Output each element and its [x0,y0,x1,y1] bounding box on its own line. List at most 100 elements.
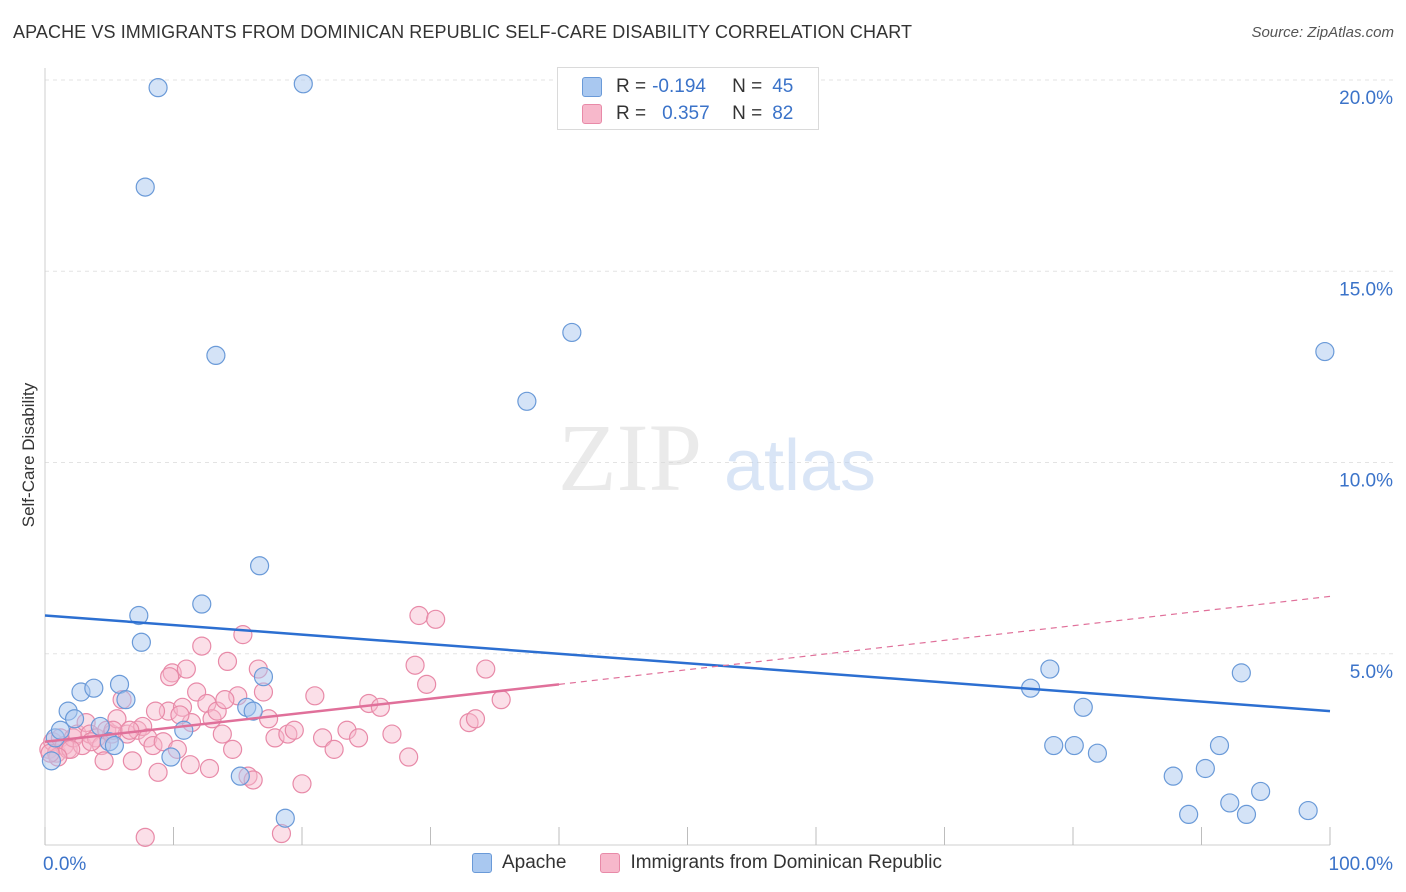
dominican-point [370,697,390,717]
series-apache-points [41,74,1335,828]
dominican-point [233,625,253,645]
x-tick-label-min: 0.0% [43,854,86,875]
n-value: 82 [772,103,794,124]
dominican-legend-swatch [600,853,621,873]
watermark: ZIP atlas [558,404,876,511]
dominican-point [324,739,344,759]
stats-legend: R = -0.194 N = 45 R = 0.357 N = 82 [557,67,819,130]
apache-point [1040,659,1060,679]
dominican-point [197,693,217,714]
apache-point [1044,735,1064,756]
dominican-point [348,728,369,748]
dominican-point [135,827,155,847]
n-label: N = [732,103,763,124]
apache-point [1087,743,1108,763]
y-tick-label: 20.0% [1339,88,1393,109]
apache-point [84,678,104,698]
apache-point [135,177,155,197]
dominican-point [417,674,437,694]
dominican-point [305,686,325,706]
dominican-point [160,667,180,687]
dominican-point [491,690,511,710]
dominican-point [476,659,496,679]
dominican-point [148,762,168,782]
apache-point [64,709,85,729]
apache-point [192,594,212,614]
dominican-point [292,774,312,794]
apache-point [562,322,582,343]
dominican-point [409,605,429,626]
stats-row-dominican: R = 0.357 N = 82 [582,101,793,127]
dominican-point [217,651,238,672]
apache-point [161,747,181,767]
apache-legend-swatch [472,853,492,873]
apache-point [293,74,313,94]
dominican-point [180,755,200,775]
dominican-point [284,720,304,740]
apache-point [1251,781,1271,802]
legend-label-dominican: Immigrants from Dominican Republic [630,852,942,873]
apache-swatch [582,77,602,97]
apache-point [41,751,62,771]
apache-point [1315,341,1335,362]
dominican-point [405,655,425,675]
apache-point [206,345,226,365]
y-tick-label: 10.0% [1339,471,1393,492]
dominican-point [212,724,232,744]
dominican-point [207,701,227,721]
chart-title: APACHE VS IMMIGRANTS FROM DOMINICAN REPU… [13,22,913,42]
legend-item-apache: Apache [472,852,566,874]
grid-layer [45,79,1395,655]
apache-point [275,808,295,828]
dominican-point [94,751,114,771]
apache-point [249,556,270,576]
dominican-point [426,609,446,629]
y-tick-label: 15.0% [1339,279,1393,300]
y-tick-label: 5.0% [1350,662,1393,683]
apache-point [116,690,136,710]
dominican-point [382,724,402,744]
r-label: R = [616,76,647,97]
y-axis-title: Self-Care Disability [19,382,38,527]
apache-point [1236,804,1257,825]
apache-point [131,632,151,652]
apache-point [253,667,274,687]
n-value: 45 [772,76,794,97]
apache-point [129,605,149,626]
dominican-point [265,728,285,748]
n-label: N = [732,76,763,97]
dominican-point [143,735,163,756]
dominican-point [223,739,243,759]
legend-label-apache: Apache [502,852,567,873]
dominican-point [399,747,419,767]
dominican-point [120,720,140,740]
apache-point [174,720,194,740]
axes-layer [44,68,1331,846]
watermark-zip: ZIP [558,404,702,511]
legend-item-dominican: Immigrants from Dominican Republic [600,852,942,874]
apache-trendline [44,614,1331,713]
x-tick-label-max: 100.0% [1329,854,1394,875]
trendlines [44,595,1331,743]
apache-point [148,78,168,98]
dominican-point [199,758,220,779]
apache-point [517,391,537,411]
dominican-point [107,709,127,729]
dominican-point [192,636,212,656]
apache-point [1073,697,1093,717]
bottom-legend: Apache Immigrants from Dominican Republi… [472,852,976,874]
apache-point [1064,735,1084,756]
dominican-point [122,751,142,771]
apache-point [104,735,124,756]
apache-point [1209,735,1230,756]
dominican-point [145,701,166,721]
apache-point [243,701,263,721]
apache-point [1195,758,1215,779]
chart-source: Source: ZipAtlas.com [1251,24,1394,41]
apache-point [1179,804,1199,825]
series-dominican-points [39,605,511,847]
dominican-trendline-extension [558,595,1331,685]
apache-point [1231,663,1251,683]
apache-point [230,766,250,786]
